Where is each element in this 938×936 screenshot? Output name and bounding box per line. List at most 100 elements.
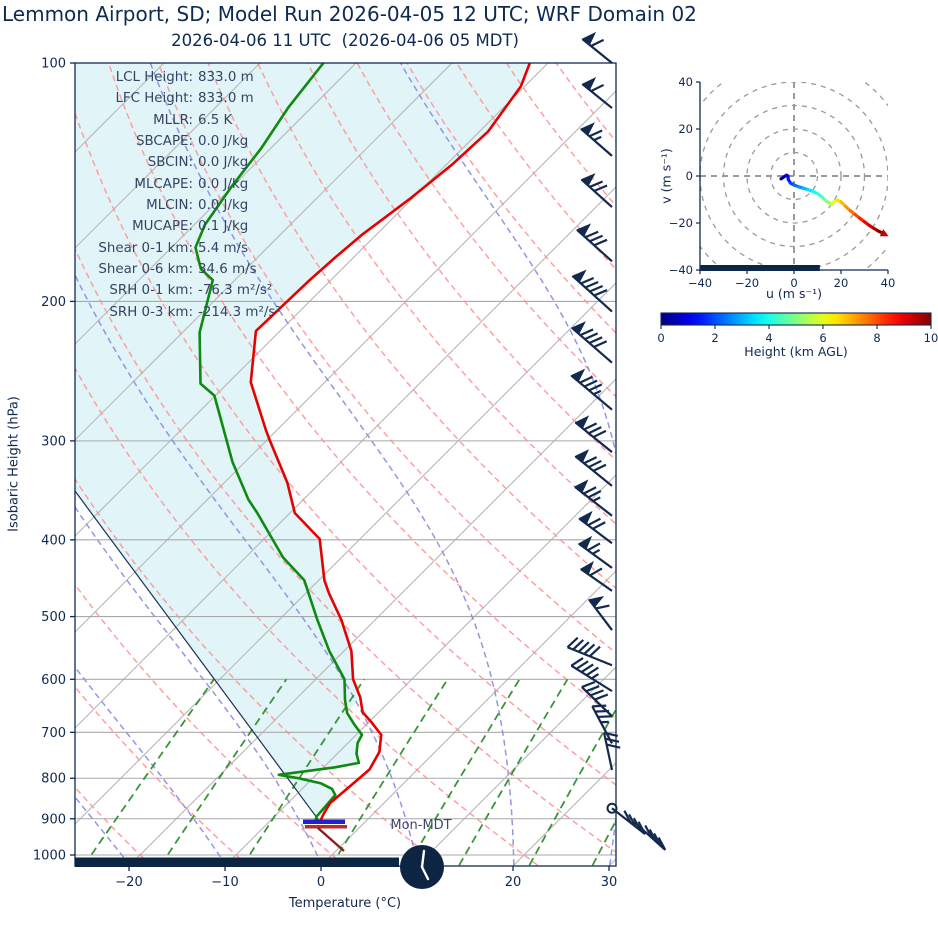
mixing-ratio-lines — [83, 678, 616, 866]
hodograph-u-tick-label: −40 — [688, 276, 712, 290]
temperature-tick-label: 20 — [505, 875, 522, 890]
stat-row: SBCAPE: 0.0 J/kg — [75, 131, 281, 152]
pressure-tick-label: 500 — [41, 610, 66, 625]
stat-value: 833.0 m — [198, 70, 254, 85]
wind-barb — [566, 636, 613, 667]
wind-barb — [633, 820, 667, 851]
hodograph-u-tick-label: 0 — [790, 276, 797, 290]
stat-label: SBCAPE: — [135, 134, 193, 150]
surface-parcel-segment — [317, 827, 345, 852]
stat-value: 0.1 J/kg — [198, 219, 249, 235]
stat-label: Shear 0-1 km: — [98, 240, 193, 256]
temperature-tick-label: 0 — [317, 875, 325, 890]
wind-barb — [579, 560, 613, 592]
hodograph-grid — [700, 82, 888, 270]
wind-barb — [571, 269, 613, 313]
stat-value: 0.0 J/kg — [198, 198, 249, 214]
stat-row: SBCIN: 0.0 J/kg — [75, 152, 281, 173]
pressure-tick-label: 600 — [41, 673, 66, 688]
colorbar-tick-label: 4 — [765, 331, 772, 345]
stat-row: MLCAPE: 0.0 J/kg — [75, 174, 281, 195]
temperature-tick-label: 30 — [601, 875, 618, 890]
colorbar-label: Height (km AGL) — [744, 344, 848, 359]
pressure-tick-label: 200 — [41, 295, 66, 310]
stat-label: MUCAPE: — [132, 219, 193, 235]
wind-barb — [591, 704, 613, 744]
wind-barb — [580, 173, 613, 208]
stat-label: SRH 0-3 km: — [109, 304, 193, 320]
skewt-axes: 1002003004005006007008009001000−20−10010… — [33, 57, 617, 891]
stat-value: 5.4 m/s — [198, 240, 249, 256]
stat-value: 0.0 J/kg — [198, 134, 249, 150]
pressure-gridlines — [75, 63, 616, 856]
stat-row: Shear 0-1 km: 5.4 m/s — [75, 238, 281, 259]
wind-barb — [578, 510, 613, 545]
stat-label: MLLR: — [153, 112, 193, 128]
thermodynamic-stats-block: LCL Height: 833.0 m LFC Height: 833.0 m MLLR… — [75, 67, 281, 323]
wind-barbs — [566, 31, 667, 851]
colorbar-tick-label: 10 — [924, 331, 938, 345]
hodograph-v-tick-label: 20 — [678, 122, 693, 136]
stat-value: 6.5 K — [198, 112, 233, 128]
stat-label: LFC Height: — [115, 91, 193, 107]
hodograph-end-marker — [879, 229, 889, 237]
surface-marker-blue — [303, 819, 345, 824]
stat-label: MLCAPE: — [134, 176, 193, 192]
stat-label: SRH 0-1 km: — [109, 283, 193, 299]
clock-icon — [400, 845, 444, 889]
stat-value: 34.6 m/s — [198, 262, 257, 278]
pressure-tick-label: 800 — [41, 772, 66, 787]
wind-barb — [581, 76, 613, 109]
wind-barb — [580, 122, 613, 157]
stat-row: SRH 0-3 km: -214.3 m²/s² — [75, 302, 281, 323]
wind-barb — [576, 223, 613, 263]
stat-label: Shear 0-6 km: — [98, 262, 193, 278]
dewpoint-curve — [194, 63, 364, 823]
wind-barb — [574, 415, 613, 454]
stat-row: MLCIN: 0.0 J/kg — [75, 195, 281, 216]
stat-row: MUCAPE: 0.1 J/kg — [75, 216, 281, 237]
hodograph-v-axis-label: v (m s⁻¹) — [658, 148, 674, 204]
wind-barb — [588, 596, 613, 631]
pressure-tick-label: 300 — [41, 434, 66, 449]
stat-label: LCL Height: — [115, 70, 193, 85]
parcel-trace — [75, 490, 321, 823]
wind-barb — [574, 479, 613, 517]
height-colorbar: 0 2 4 6 8 10 — [657, 312, 938, 345]
dry-adiabat-lines — [75, 63, 616, 866]
pressure-tick-label: 900 — [41, 812, 66, 827]
wind-barb — [577, 535, 613, 569]
hodograph-u-tick-label: −20 — [735, 276, 759, 290]
hodograph-night-bar — [700, 265, 820, 271]
stat-label: SBCIN: — [147, 155, 193, 171]
stat-row: LFC Height: 833.0 m — [75, 88, 281, 109]
colorbar-tick-label: 0 — [657, 331, 664, 345]
hodograph-v-tick-label: −20 — [669, 216, 693, 230]
temperature-tick-label: −20 — [115, 875, 142, 890]
colorbar-tick-label: 2 — [711, 331, 718, 345]
wind-barb — [571, 321, 613, 364]
pressure-tick-label: 400 — [41, 533, 66, 548]
cin-shading — [75, 63, 530, 823]
pressure-tick-label: 1000 — [33, 849, 66, 864]
stat-value: 0.0 J/kg — [198, 155, 249, 171]
hodograph-u-axis-label: u (m s⁻¹) — [766, 286, 822, 301]
page-title: Lemmon Airport, SD; Model Run 2026-04-05… — [2, 2, 697, 26]
hodograph-v-tick-label: 0 — [686, 169, 693, 183]
pressure-axis-label: Isobaric Height (hPa) — [6, 396, 22, 532]
stat-value: -76.3 m²/s² — [198, 283, 273, 299]
stat-row: LCL Height: 833.0 m — [75, 67, 281, 88]
wind-barb — [574, 449, 613, 487]
pressure-tick-label: 700 — [41, 726, 66, 741]
wind-barb — [581, 31, 613, 64]
colorbar-tick-label: 6 — [819, 331, 826, 345]
stat-value: -214.3 m²/s² — [198, 304, 281, 320]
stat-row: SRH 0-1 km: -76.3 m²/s² — [75, 280, 281, 301]
night-period-bar — [75, 857, 399, 867]
colorbar-tick-label: 8 — [873, 331, 880, 345]
hodograph-v-tick-label: −40 — [669, 263, 693, 277]
clock-day-label: Mon-MDT — [390, 818, 452, 833]
stat-value: 833.0 m — [198, 91, 254, 107]
stat-label: MLCIN: — [146, 198, 193, 214]
